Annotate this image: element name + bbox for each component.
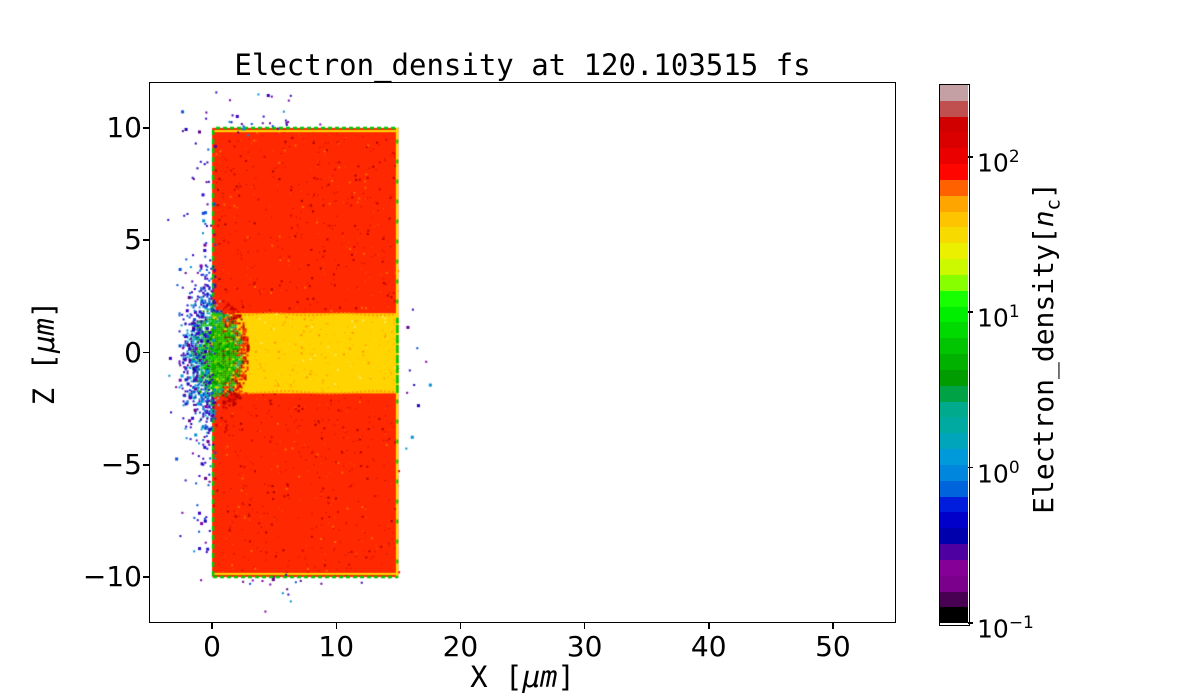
colorbar-label-var: n (1027, 210, 1060, 228)
colorbar-band (940, 575, 968, 592)
colorbar-band (940, 259, 968, 275)
colorbar-tick-base: 10 (977, 614, 1009, 644)
y-tick-mark (143, 127, 150, 129)
colorbar-label-sub: c (1042, 198, 1065, 211)
colorbar-band (940, 116, 968, 133)
colorbar-tick-exp: 1 (1008, 302, 1020, 323)
colorbar-band (940, 401, 968, 418)
y-tick-mark (143, 576, 150, 578)
colorbar-tick-label: 102 (977, 141, 1020, 177)
colorbar-tick-base: 10 (977, 303, 1009, 333)
colorbar-tick-exp: 2 (1008, 146, 1020, 167)
x-tick-label: 10 (318, 630, 355, 663)
colorbar-band (940, 322, 968, 339)
y-tick-mark (143, 464, 150, 466)
colorbar-band (940, 369, 968, 386)
heatmap-canvas (150, 83, 895, 622)
colorbar-band (940, 417, 968, 434)
x-tick-label: 30 (566, 630, 603, 663)
colorbar-band (940, 449, 968, 465)
colorbar-tick-base: 10 (977, 148, 1009, 178)
x-tick-mark (583, 622, 586, 629)
x-tick-label: 50 (815, 630, 851, 663)
colorbar-tick-label: 101 (977, 296, 1020, 332)
y-axis-label-close: ] (27, 300, 61, 319)
y-tick-label: 0 (124, 335, 142, 369)
colorbar-band (940, 433, 968, 450)
colorbar-band (940, 480, 968, 497)
plot-title: Electron_density at 120.103515 fs (234, 48, 811, 82)
colorbar-label: Electron_density[nc] (1027, 148, 1065, 548)
x-axis-label: X [μm] (150, 660, 895, 694)
colorbar-frame (939, 84, 970, 626)
colorbar-band (940, 338, 968, 355)
x-tick-label: 40 (690, 630, 727, 663)
y-tick-label: 10 (106, 110, 142, 144)
colorbar-tick-exp: 0 (1008, 457, 1020, 478)
y-tick-label: −5 (100, 447, 142, 481)
colorbar-tick-mark (968, 622, 973, 624)
y-tick-mark (143, 351, 150, 354)
colorbar-band (940, 607, 968, 624)
colorbar-band (940, 148, 968, 165)
colorbar-band (940, 496, 968, 513)
x-tick-label: 0 (203, 630, 221, 663)
colorbar-band (940, 211, 968, 228)
x-axis-label-text: X [ (470, 660, 523, 694)
colorbar-band (940, 132, 968, 149)
x-axis-label-close: ] (557, 660, 575, 694)
y-tick-label: −10 (82, 560, 142, 594)
colorbar-band (940, 100, 968, 117)
x-tick-mark (708, 622, 710, 629)
colorbar-tick-label: 100 (977, 452, 1020, 488)
x-axis-unit: μm (522, 660, 558, 694)
colorbar-tick-mark (968, 311, 973, 313)
colorbar-band (940, 306, 968, 323)
axes-frame (149, 82, 896, 623)
colorbar-band (940, 179, 968, 196)
x-tick-mark (211, 622, 213, 629)
colorbar-band (940, 164, 968, 180)
x-tick-mark (335, 622, 337, 629)
x-tick-mark (459, 622, 462, 629)
colorbar-band (940, 591, 968, 608)
x-tick-label: 20 (442, 630, 479, 663)
colorbar-tick-mark (968, 156, 973, 158)
colorbar-band (940, 354, 968, 370)
colorbar-tick-mark (968, 466, 973, 469)
colorbar-band (940, 559, 968, 576)
colorbar (940, 85, 968, 624)
colorbar-tick-label: 10−1 (977, 607, 1034, 643)
colorbar-band (940, 85, 968, 101)
colorbar-band (940, 195, 968, 212)
y-tick-label: 5 (124, 223, 142, 257)
colorbar-band (940, 243, 968, 260)
y-tick-mark (143, 239, 150, 241)
colorbar-label-text: Electron_density[ (1027, 227, 1060, 514)
colorbar-band (940, 544, 968, 560)
x-tick-mark (832, 622, 834, 629)
colorbar-band (940, 528, 968, 545)
colorbar-band (940, 464, 968, 481)
colorbar-band (940, 385, 968, 402)
colorbar-tick-exp: −1 (1008, 613, 1034, 633)
colorbar-label-close: ] (1027, 182, 1060, 199)
colorbar-tick-base: 10 (977, 458, 1009, 488)
colorbar-band (940, 512, 968, 529)
colorbar-band (940, 227, 968, 244)
colorbar-band (940, 274, 968, 291)
colorbar-band (940, 290, 968, 307)
